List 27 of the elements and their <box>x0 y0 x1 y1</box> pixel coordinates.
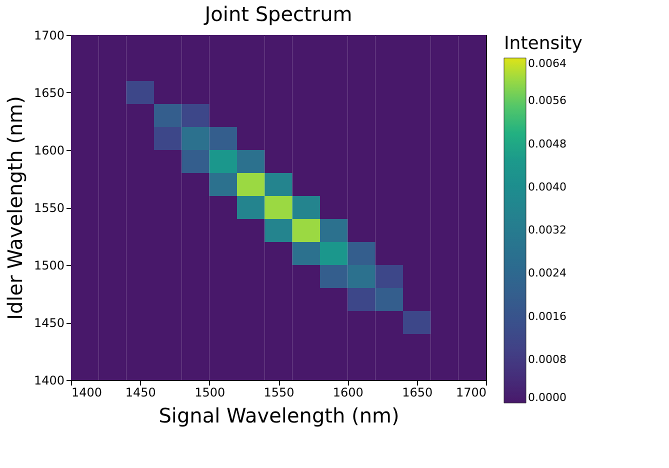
x-tick-label: 1500 <box>194 386 226 400</box>
x-tick-label: 1600 <box>332 386 364 400</box>
x-tick-label: 1650 <box>402 386 433 400</box>
x-tick-label: 1450 <box>125 386 156 400</box>
y-axis-title: Idler Wavelength (nm) <box>2 96 27 320</box>
color-bar-label: 0.0040 <box>528 180 566 194</box>
y-tick-label: 1450 <box>34 316 64 330</box>
x-tick-label: 1400 <box>72 386 102 400</box>
color-bar-title: Intensity <box>504 33 583 54</box>
x-tick-label: 1700 <box>456 386 486 400</box>
y-tick-label: 1650 <box>34 86 64 100</box>
y-tick-label: 1550 <box>34 201 64 215</box>
y-tick-label: 1400 <box>34 374 64 388</box>
chart-title: Joint Spectrum <box>202 2 352 26</box>
x-tick-label: 1550 <box>264 386 294 400</box>
color-bar-label: 0.0016 <box>528 310 566 323</box>
y-tick-label: 1500 <box>34 258 64 272</box>
color-bar-label: 0.0048 <box>528 137 566 150</box>
color-bar-label: 0.0064 <box>528 57 566 70</box>
color-bar-label: 0.0056 <box>528 94 566 108</box>
y-tick-label: 1600 <box>34 144 64 158</box>
color-bar-label: 0.0000 <box>528 391 566 404</box>
color-bar-label: 0.0024 <box>528 266 566 280</box>
x-axis-title: Signal Wavelength (nm) <box>158 404 400 428</box>
color-bar-label: 0.0032 <box>528 224 566 236</box>
color-bar-label: 0.0008 <box>528 352 566 366</box>
y-tick-label: 1700 <box>34 28 64 42</box>
